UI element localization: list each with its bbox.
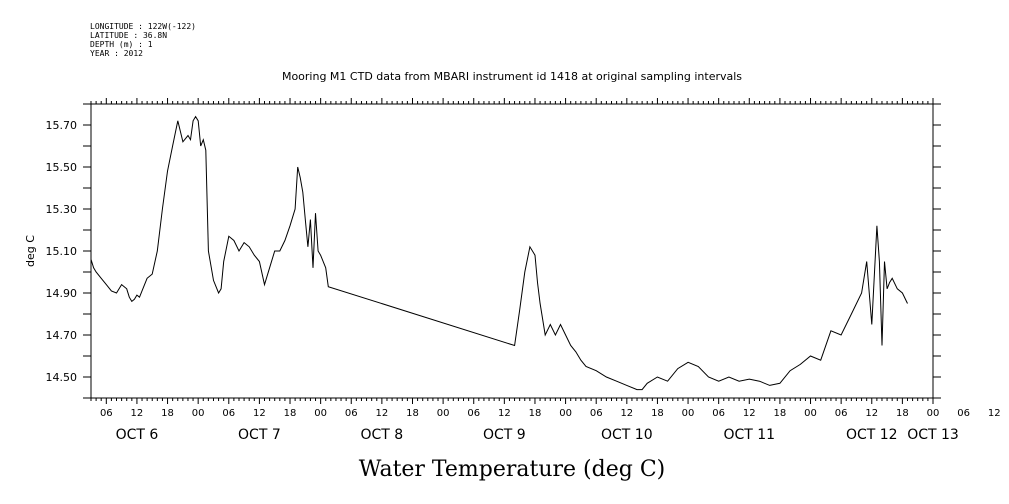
meta-depth: DEPTH (m) : 1 [90,40,153,49]
x-hour-label: 12 [131,408,144,419]
x-hour-label: 06 [100,408,113,419]
x-day-label: OCT 7 [238,427,281,443]
x-hour-label: 18 [651,408,664,419]
x-hour-label: 00 [437,408,450,419]
x-hour-label: 12 [743,408,756,419]
y-tick-label: 14.90 [46,287,78,300]
x-day-label: OCT 8 [361,427,404,443]
x-hour-label: 00 [559,408,572,419]
x-hour-label: 12 [498,408,511,419]
y-tick-label: 15.70 [46,119,78,132]
x-hour-label: 18 [161,408,174,419]
x-hour-label: 00 [314,408,327,419]
y-axis-label: deg C [24,235,37,267]
x-hour-label: 06 [222,408,235,419]
meta-year: YEAR : 2012 [90,49,143,58]
x-hour-label: 00 [192,408,205,419]
x-hour-label: 18 [896,408,909,419]
x-day-label: OCT 11 [723,427,775,443]
y-tick-label: 15.10 [46,245,78,258]
x-day-label: OCT 6 [116,427,159,443]
x-day-label: OCT 13 [907,427,959,443]
plot-frame [90,103,934,399]
metadata-block: LONGITUDE : 122W(-122) LATITUDE : 36.8N … [90,22,196,58]
x-hour-label: 00 [927,408,940,419]
x-hour-label: 18 [529,408,542,419]
x-hour-label: 06 [712,408,725,419]
x-hour-label: 06 [835,408,848,419]
x-hour-label: 12 [620,408,633,419]
x-day-label: OCT 10 [601,427,653,443]
x-hour-label: 00 [804,408,817,419]
y-tick-label: 14.70 [46,329,78,342]
x-day-labels: OCT 6 OCT 7 OCT 8 OCT 9 OCT 10 OCT 11 OCT 12 OC… [116,427,959,443]
y-tick-labels: 15.70 15.50 15.30 15.10 14.90 14.70 14.50 [46,119,78,384]
x-hour-label: 18 [284,408,297,419]
x-hour-label: 06 [345,408,358,419]
x-axis-label: Water Temperature (deg C) [359,457,666,482]
x-day-label: OCT 9 [483,427,526,443]
meta-longitude: LONGITUDE : 122W(-122) [90,22,196,31]
y-tick-label: 15.30 [46,203,78,216]
x-hour-label: 00 [682,408,695,419]
series-group [90,115,908,391]
x-hour-label: 06 [467,408,480,419]
meta-latitude: LATITUDE : 36.8N [90,31,167,40]
chart-title: Mooring M1 CTD data from MBARI instrumen… [282,70,742,83]
x-hour-label: 12 [988,408,1001,419]
y-tick-label: 15.50 [46,161,78,174]
x-hour-label: 06 [957,408,970,419]
x-hour-label: 12 [376,408,389,419]
y-tick-label: 14.50 [46,371,78,384]
series-line-water-temperature [90,115,908,391]
x-hour-label: 18 [406,408,419,419]
x-hour-label: 12 [253,408,266,419]
x-hour-label: 18 [774,408,787,419]
x-hour-labels: 06 12 18 00 06 12 18 00 06 12 18 00 06 12 18 00 06 12 18 00… [100,408,1001,419]
x-day-label: OCT 12 [846,427,898,443]
x-hour-label: 06 [590,408,603,419]
x-hour-label: 12 [865,408,878,419]
axis-ticks [83,98,941,404]
